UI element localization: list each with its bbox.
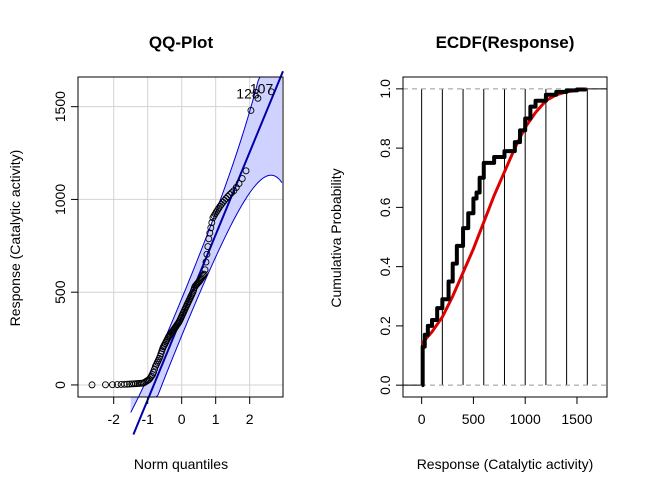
qq-y-ticks: 0 500 1000 1500 bbox=[52, 91, 78, 389]
qq-point-label: 128 bbox=[236, 85, 260, 101]
ecdf-y-tick-label: 0.8 bbox=[377, 138, 393, 158]
qq-point bbox=[228, 189, 236, 197]
qq-x-tick-label: -1 bbox=[141, 411, 154, 427]
qq-point bbox=[242, 167, 250, 175]
ecdf-plot-box bbox=[402, 76, 608, 398]
ecdf-series bbox=[403, 87, 607, 388]
ecdf-x-tick-label: 500 bbox=[462, 411, 486, 427]
ecdf-x-ticks: 0 500 1000 1500 bbox=[418, 397, 593, 427]
qq-y-tick-label: 1000 bbox=[52, 184, 68, 215]
ecdf-x-tick-label: 1500 bbox=[561, 411, 592, 427]
qq-reference-line-path bbox=[132, 70, 284, 435]
ecdf-panel: ECDF(Response) Response (Catalytic activ… bbox=[328, 33, 608, 472]
qq-x-ticks: -2 -1 0 1 2 bbox=[107, 396, 254, 427]
qq-x-tick-label: 2 bbox=[246, 411, 254, 427]
qq-y-tick-label: 500 bbox=[52, 280, 68, 304]
qq-point bbox=[226, 191, 234, 199]
qq-point bbox=[254, 94, 262, 102]
ecdf-y-axis-label: Cumulativa Probability bbox=[328, 168, 344, 307]
ecdf-y-tick-label: 1.0 bbox=[377, 79, 393, 99]
qq-point bbox=[88, 381, 96, 389]
qq-reference-line bbox=[132, 70, 284, 435]
ecdf-empirical-line bbox=[420, 87, 588, 388]
qq-point bbox=[150, 368, 158, 376]
ecdf-y-tick-label: 0.4 bbox=[377, 257, 393, 277]
qq-point bbox=[113, 381, 121, 388]
qq-point bbox=[201, 266, 209, 274]
qq-x-tick-label: 1 bbox=[212, 411, 220, 427]
qq-point bbox=[102, 381, 109, 389]
qq-point bbox=[108, 381, 116, 389]
qq-point bbox=[238, 175, 246, 183]
ecdf-dashed-lines bbox=[403, 88, 607, 386]
qq-point bbox=[148, 372, 155, 380]
qq-point bbox=[203, 250, 211, 258]
qq-point bbox=[174, 320, 182, 328]
qq-point bbox=[222, 195, 230, 202]
qq-point bbox=[235, 180, 243, 188]
qq-plot-panel: QQ-Plot Norm quantiles Response (Catalyt… bbox=[7, 33, 284, 472]
qq-point bbox=[208, 219, 216, 227]
qq-point bbox=[200, 270, 208, 278]
qq-point-label: 107 bbox=[250, 81, 274, 97]
qq-y-axis-label: Response (Catalytic activity) bbox=[7, 150, 23, 327]
ecdf-title: ECDF(Response) bbox=[436, 33, 575, 52]
qq-point bbox=[211, 210, 219, 218]
ecdf-y-tick-label: 0.0 bbox=[377, 375, 393, 395]
qq-point bbox=[120, 380, 128, 388]
qq-point bbox=[151, 365, 159, 373]
qq-point bbox=[204, 243, 212, 251]
qq-x-axis-label: Norm quantiles bbox=[134, 456, 228, 472]
qq-point bbox=[267, 88, 275, 96]
ecdf-x-tick-label: 0 bbox=[418, 411, 426, 427]
qq-point bbox=[224, 193, 232, 200]
ecdf-x-tick-label: 1000 bbox=[510, 411, 541, 427]
ecdf-vertical-lines bbox=[421, 88, 588, 386]
qq-point bbox=[123, 380, 131, 388]
qq-band-fill bbox=[130, 77, 282, 413]
qq-point bbox=[210, 212, 218, 220]
qq-point bbox=[206, 229, 214, 237]
ecdf-y-tick-label: 0.6 bbox=[377, 197, 393, 217]
qq-x-tick-label: -2 bbox=[107, 411, 120, 427]
qq-points bbox=[88, 88, 275, 389]
qq-y-tick-label: 0 bbox=[52, 381, 68, 389]
ecdf-y-ticks: 0.0 0.2 0.4 0.6 0.8 1.0 bbox=[377, 79, 403, 395]
qq-y-tick-label: 1500 bbox=[52, 91, 68, 122]
qq-point bbox=[202, 258, 210, 266]
qq-point bbox=[207, 224, 215, 232]
qq-x-tick-label: 0 bbox=[178, 411, 186, 427]
ecdf-x-axis-label: Response (Catalytic activity) bbox=[417, 456, 594, 472]
qq-plot-title: QQ-Plot bbox=[149, 33, 214, 52]
qq-point bbox=[247, 106, 255, 114]
ecdf-y-tick-label: 0.2 bbox=[377, 316, 393, 336]
